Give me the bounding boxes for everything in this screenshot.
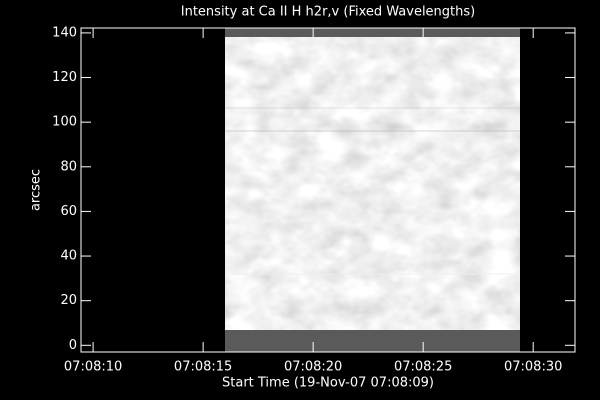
x-tick-label: 07:08:25 (394, 360, 452, 375)
image-bottom-band (225, 330, 520, 352)
x-axis-label: Start Time (19-Nov-07 07:08:09) (222, 376, 434, 391)
y-tick-label: 80 (60, 159, 77, 174)
x-tick-label: 07:08:15 (174, 360, 232, 375)
x-tick-label: 07:08:30 (504, 360, 562, 375)
x-tick-label: 07:08:10 (64, 360, 122, 375)
image-top-band (225, 28, 520, 37)
y-tick-label: 20 (60, 293, 77, 308)
y-tick-label: 100 (52, 115, 77, 130)
image-texture (225, 37, 520, 330)
y-tick-label: 120 (52, 70, 77, 85)
chart-title: Intensity at Ca II H h2r,v (Fixed Wavele… (181, 5, 475, 20)
x-tick-label: 07:08:20 (284, 360, 342, 375)
y-tick-label: 40 (60, 249, 77, 264)
y-tick-label: 60 (60, 204, 77, 219)
y-axis-label: arcsec (29, 169, 44, 211)
intensity-image (225, 28, 520, 352)
plot-frame (80, 27, 576, 353)
y-tick-label: 140 (52, 25, 77, 40)
y-tick-label: 0 (69, 338, 77, 353)
